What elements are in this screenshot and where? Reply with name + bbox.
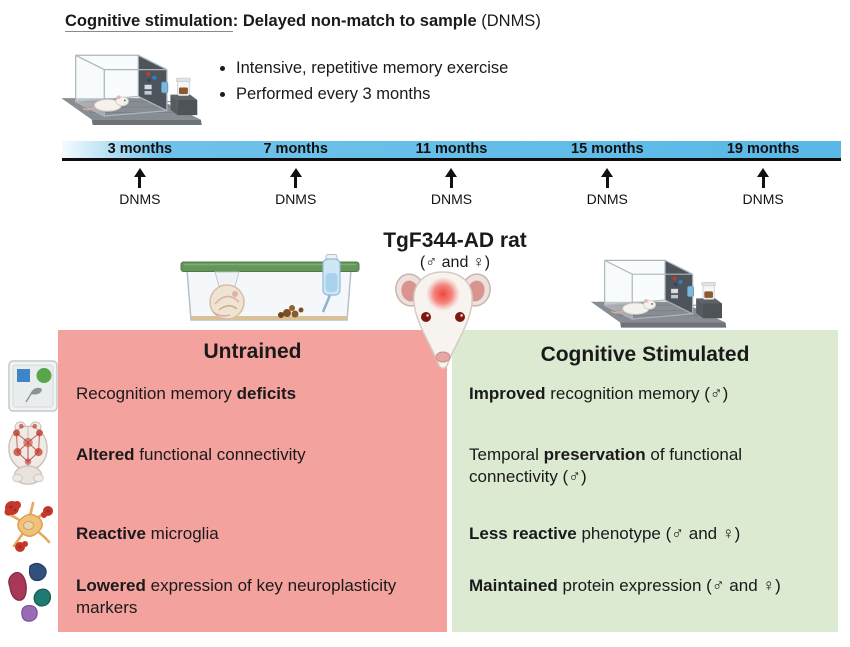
operant-chamber-icon [60, 54, 203, 126]
title-bold-text: : Delayed non-match to sample [232, 12, 477, 30]
method-bullets: Intensive, repetitive memory exercisePer… [218, 56, 508, 107]
protein-markers-icon [8, 562, 52, 622]
subject-sexes: (♂ and ♀) [419, 254, 491, 271]
timeline-markers: DNMS DNMS DNMS DNMS DNMS [62, 168, 841, 207]
title-normal-text: (DNMS) [476, 12, 541, 30]
dnms-label: DNMS [742, 191, 784, 207]
method-bullet: Intensive, repetitive memory exercise [236, 56, 508, 82]
timeline-dnms-marker: DNMS [62, 168, 218, 207]
arrow-up-icon [601, 168, 614, 188]
stimulated-panel-title: Cognitive Stimulated [540, 343, 750, 366]
untrained-panel: Untrained Recognition memory deficits Alt… [58, 330, 447, 632]
dnms-label: DNMS [119, 191, 161, 207]
finding-item: Lowered expression of key neuroplasticit… [76, 576, 397, 618]
arrow-up-icon [445, 168, 458, 188]
arrow-up-icon [757, 168, 770, 188]
finding-item: Altered functional connectivity [76, 445, 306, 464]
subject-heading: TgF344-AD rat (♂ and ♀) [345, 229, 565, 272]
timeline-dnms-marker: DNMS [218, 168, 374, 207]
timeline-month-label: 11 months [415, 141, 488, 157]
rat-head-icon [395, 271, 491, 369]
home-cage-icon [180, 254, 360, 321]
timeline-month-label: 19 months [726, 141, 800, 157]
timeline-dnms-marker: DNMS [374, 168, 530, 207]
method-bullet: Performed every 3 months [236, 82, 508, 108]
dnms-label: DNMS [586, 191, 628, 207]
timeline-month-label: 7 months [263, 141, 328, 157]
object-recognition-arena-icon [8, 360, 58, 412]
timeline-month-label: 3 months [107, 141, 173, 157]
timeline-bar: 3 months 7 months 11 months 15 months 19 mon… [62, 141, 841, 161]
finding-item: Less reactive phenotype (♂ and ♀) [469, 524, 741, 543]
timeline-month-label: 15 months [571, 141, 644, 157]
dnms-label: DNMS [275, 191, 317, 207]
stimulated-panel: Cognitive Stimulated Improved recognitio… [452, 330, 838, 632]
dnms-label: DNMS [430, 191, 473, 207]
subject-title: TgF344-AD rat [383, 229, 527, 252]
finding-item: Improved recognition memory (♂) [469, 384, 729, 403]
finding-item: Recognition memory deficits [76, 384, 297, 403]
reactive-microglia-icon [4, 501, 53, 552]
brain-connectivity-icon [8, 421, 48, 485]
operant-chamber-icon [590, 259, 728, 329]
untrained-panel-title: Untrained [203, 340, 302, 363]
finding-item: Temporal preservation of functional conn… [469, 445, 743, 487]
finding-item: Reactive microglia [76, 524, 219, 543]
figure-title: Cognitive stimulation: Delayed non-match… [65, 12, 541, 32]
finding-item: Maintained protein expression (♂ and ♀) [469, 576, 781, 595]
title-underlined-text: Cognitive stimulation [65, 12, 233, 32]
arrow-up-icon [289, 168, 302, 188]
stimulated-items: Improved recognition memory (♂) Temporal … [452, 330, 838, 632]
timeline-dnms-marker: DNMS [529, 168, 685, 207]
arrow-up-icon [133, 168, 146, 188]
timeline: 3 months 7 months 11 months 15 months 19 mon… [62, 141, 841, 207]
untrained-items: Recognition memory deficits Altered funct… [58, 330, 447, 632]
timeline-dnms-marker: DNMS [685, 168, 841, 207]
